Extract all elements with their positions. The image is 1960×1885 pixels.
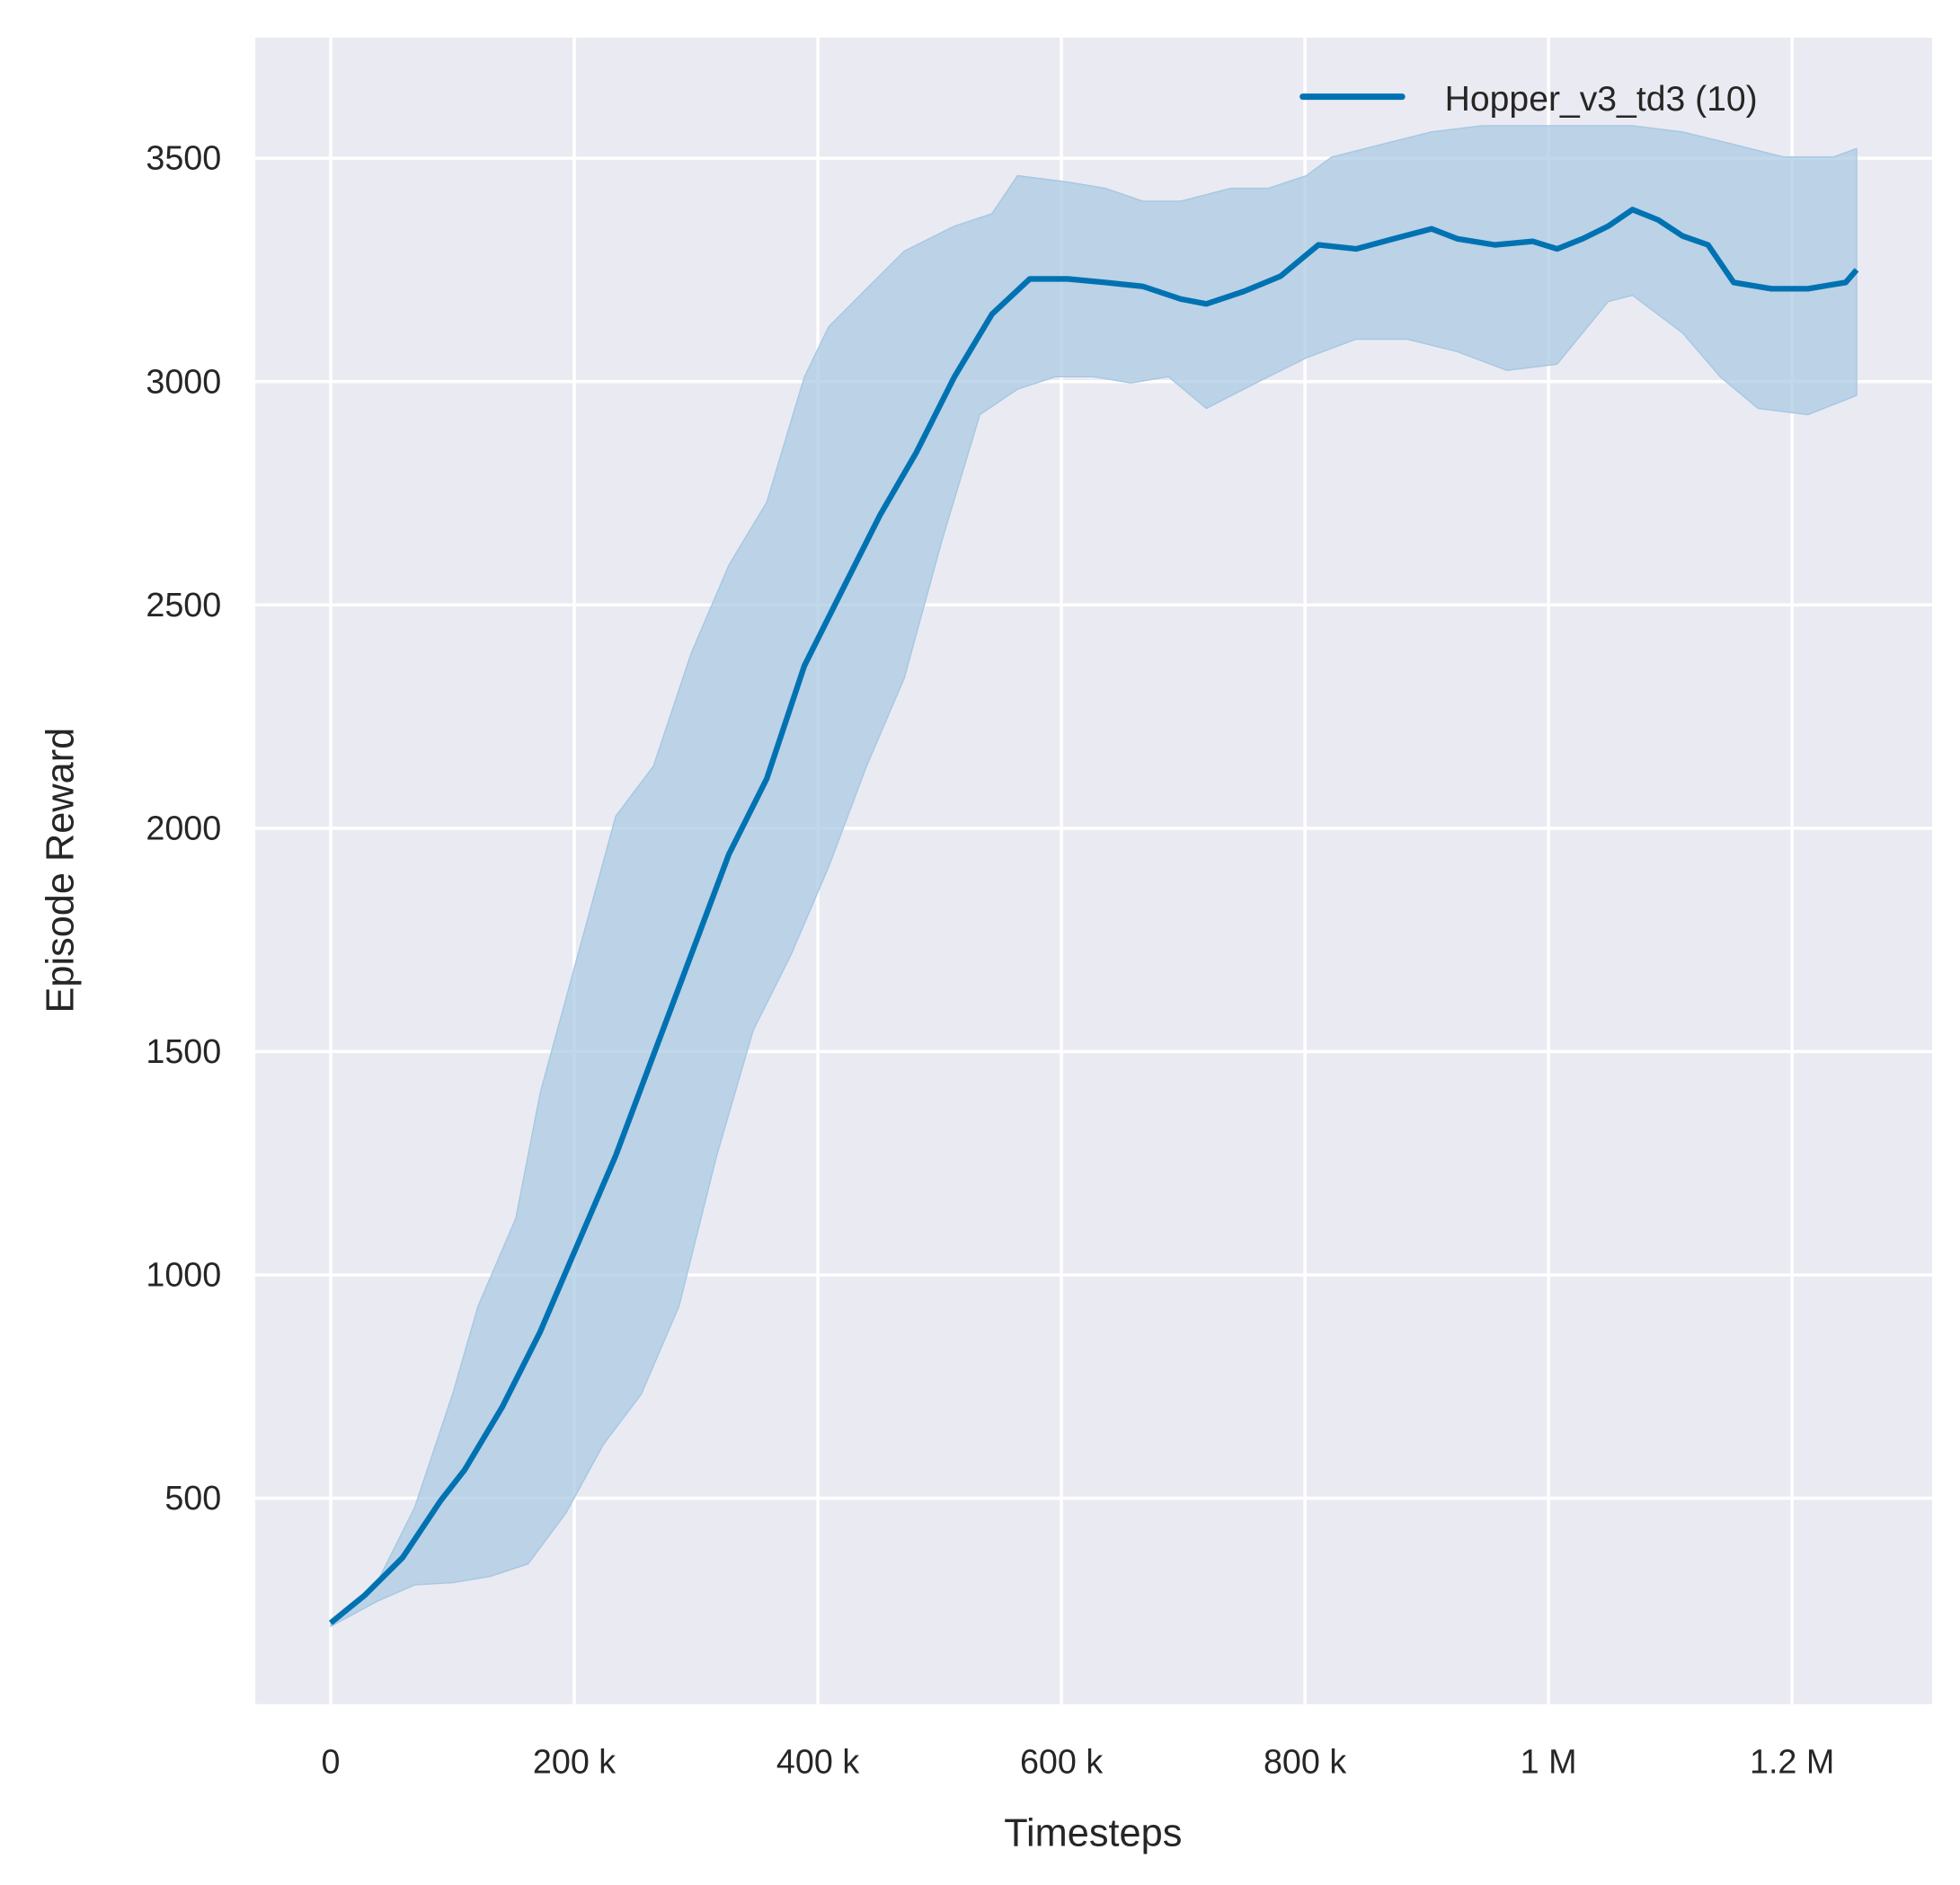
legend: Hopper_v3_td3 (10) (1299, 80, 1758, 119)
y-tick-label: 3000 (146, 362, 221, 400)
x-tick-label: 400 k (776, 1743, 859, 1781)
x-tick-label: 200 k (533, 1743, 616, 1781)
y-tick-label: 3500 (146, 139, 221, 177)
y-tick-label: 2000 (146, 809, 221, 846)
x-tick-label: 1 M (1521, 1743, 1577, 1781)
y-tick-label: 1000 (146, 1256, 221, 1294)
y-tick-label: 500 (164, 1479, 221, 1517)
y-tick-labels: 500 1000 1500 2000 2500 3000 3500 (146, 139, 221, 1517)
x-tick-label: 800 k (1264, 1743, 1346, 1781)
series-line (329, 207, 1859, 1625)
x-axis-label: Timesteps (1004, 1812, 1182, 1855)
y-tick-label: 1500 (146, 1032, 221, 1070)
x-tick-label: 1.2 M (1750, 1743, 1834, 1781)
y-tick-label: 2500 (146, 586, 221, 624)
x-tick-label: 600 k (1020, 1743, 1103, 1781)
x-tick-labels: 0 200 k 400 k 600 k 800 k 1 M 1.2 M (322, 1743, 1835, 1781)
x-tick-label: 0 (322, 1743, 341, 1781)
y-axis-label: Episode Reward (39, 728, 82, 1013)
legend-label: Hopper_v3_td3 (10) (1445, 80, 1758, 119)
